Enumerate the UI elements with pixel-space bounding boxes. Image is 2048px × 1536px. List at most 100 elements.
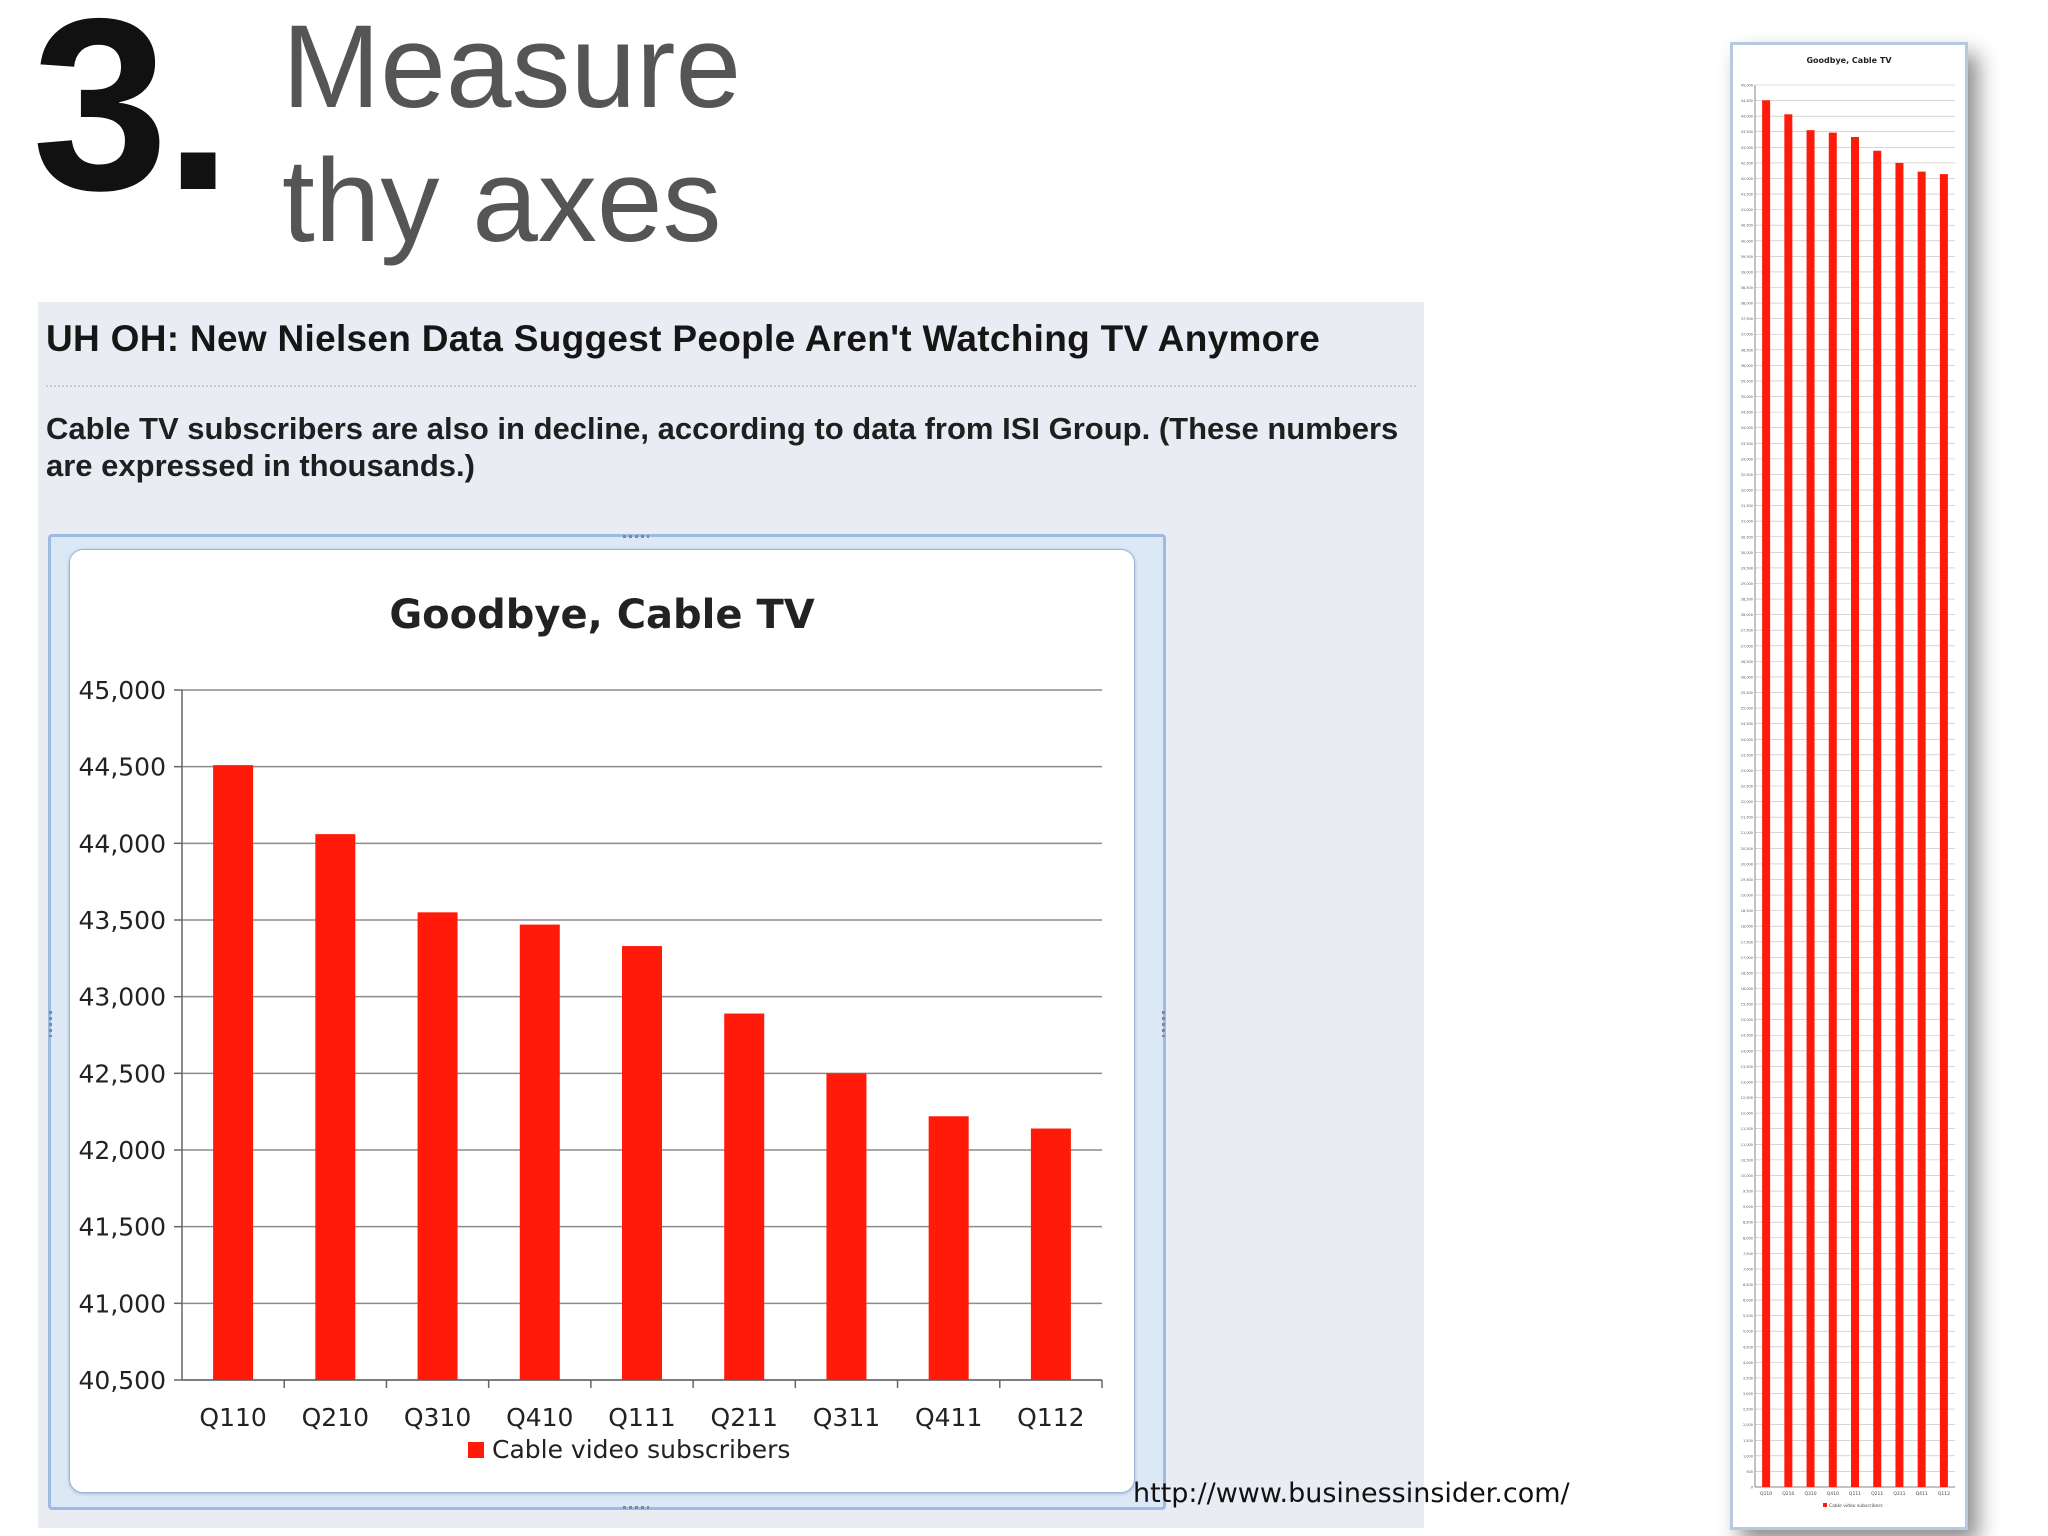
thumb-legend-swatch — [1823, 1503, 1827, 1507]
thumb-y-tick-label: 16,000 — [1741, 987, 1753, 991]
thumb-bar — [1939, 174, 1948, 1488]
thumb-y-tick-label: 44,500 — [1741, 99, 1753, 103]
resize-handle-left[interactable] — [49, 1011, 52, 1037]
thumb-y-tick-label: 0 — [1751, 1486, 1753, 1490]
x-tick-label: Q410 — [506, 1403, 573, 1432]
bar — [928, 1116, 969, 1380]
resize-handle-right[interactable] — [1162, 1011, 1165, 1037]
thumb-chart-title: Goodbye, Cable TV — [1806, 56, 1892, 65]
thumb-y-tick-label: 18,000 — [1741, 925, 1753, 929]
slide-number: 3. — [32, 0, 232, 241]
thumb-y-tick-label: 41,000 — [1741, 208, 1753, 212]
rescaled-bar-chart: Goodbye, Cable TV 0 500 1,000 1,500 2,000 2,50… — [1741, 56, 1955, 1509]
thumb-y-tick-label: 4,500 — [1743, 1345, 1753, 1349]
y-tick-label: 41,000 — [79, 1289, 166, 1318]
thumb-y-tick-label: 35,500 — [1741, 379, 1753, 383]
thumb-y-tick-label: 17,500 — [1741, 940, 1753, 944]
thumb-x-tick-label: Q410 — [1827, 1491, 1839, 1497]
thumb-bar — [1873, 150, 1882, 1487]
thumb-y-tick-label: 6,500 — [1743, 1283, 1753, 1287]
thumb-y-tick-label: 40,500 — [1741, 224, 1753, 228]
thumb-y-tick-label: 13,000 — [1741, 1080, 1753, 1084]
thumb-y-tick-label: 32,500 — [1741, 473, 1753, 477]
bar — [315, 834, 356, 1380]
thumb-y-tick-label: 36,500 — [1741, 348, 1753, 352]
thumb-y-tick-label: 25,500 — [1741, 691, 1753, 695]
thumb-y-tick-label: 2,500 — [1743, 1408, 1753, 1412]
thumb-x-tick-label: Q112 — [1938, 1491, 1950, 1497]
thumb-y-tick-label: 7,000 — [1743, 1267, 1753, 1271]
x-tick-label: Q210 — [302, 1403, 369, 1432]
legend-label: Cable video subscribers — [492, 1435, 790, 1464]
thumb-x-tick-label: Q111 — [1849, 1491, 1861, 1497]
thumb-y-tick-label: 24,000 — [1741, 738, 1753, 742]
resize-handle-top[interactable] — [623, 535, 649, 538]
thumb-y-tick-label: 42,000 — [1741, 177, 1753, 181]
thumb-y-tick-label: 9,000 — [1743, 1205, 1753, 1209]
slide-title-line-2: thy axes — [282, 135, 722, 267]
thumb-y-tick-label: 30,500 — [1741, 535, 1753, 539]
thumb-y-tick-label: 4,000 — [1743, 1361, 1753, 1365]
chart-title: Goodbye, Cable TV — [389, 592, 814, 638]
thumb-y-tick-label: 38,000 — [1741, 302, 1753, 306]
thumb-bar — [1917, 171, 1926, 1488]
thumb-y-tick-label: 19,500 — [1741, 878, 1753, 882]
thumb-y-tick-label: 16,500 — [1741, 971, 1753, 975]
thumb-y-tick-label: 9,500 — [1743, 1190, 1753, 1194]
x-tick-label: Q411 — [915, 1403, 982, 1432]
bar — [213, 765, 254, 1380]
bar — [417, 912, 458, 1380]
chart-frame: Goodbye, Cable TV 40,500 41,000 41,500 42,00… — [48, 534, 1166, 1510]
y-tick-label: 42,500 — [79, 1059, 166, 1088]
thumb-y-tick-label: 8,500 — [1743, 1221, 1753, 1225]
headline-divider — [46, 385, 1416, 387]
x-tick-label: Q311 — [813, 1403, 880, 1432]
thumb-y-tick-label: 42,500 — [1741, 161, 1753, 165]
thumb-bar — [1806, 130, 1815, 1488]
rescaled-chart-thumbnail: Goodbye, Cable TV 0 500 1,000 1,500 2,000 2,50… — [1730, 42, 1968, 1530]
x-tick-label: Q211 — [711, 1403, 778, 1432]
thumb-y-tick-label: 15,000 — [1741, 1018, 1753, 1022]
thumb-y-tick-label: 37,500 — [1741, 317, 1753, 321]
resize-handle-bottom[interactable] — [623, 1506, 649, 1509]
slide-title-line-1: Measure — [282, 1, 742, 133]
thumb-bar — [1895, 162, 1904, 1487]
x-tick-label: Q310 — [404, 1403, 471, 1432]
thumb-y-tick-label: 1,500 — [1743, 1439, 1753, 1443]
thumb-y-tick-label: 40,000 — [1741, 239, 1753, 243]
article-screenshot: UH OH: New Nielsen Data Suggest People A… — [38, 302, 1424, 1528]
x-tick-label: Q112 — [1017, 1403, 1084, 1432]
thumb-y-tick-label: 7,500 — [1743, 1252, 1753, 1256]
thumb-y-tick-label: 8,000 — [1743, 1236, 1753, 1240]
thumb-y-tick-label: 31,000 — [1741, 520, 1753, 524]
thumb-y-tick-label: 39,500 — [1741, 255, 1753, 259]
thumb-y-tick-label: 25,000 — [1741, 707, 1753, 711]
thumb-y-tick-label: 2,000 — [1743, 1423, 1753, 1427]
thumb-y-tick-label: 500 — [1746, 1470, 1753, 1474]
thumb-y-tick-label: 39,000 — [1741, 270, 1753, 274]
source-url: http://www.businessinsider.com/ — [1133, 1478, 1570, 1509]
thumb-y-tick-label: 37,000 — [1741, 333, 1753, 337]
main-bar-chart: Goodbye, Cable TV 40,500 41,000 41,500 42,00… — [79, 592, 1103, 1464]
thumb-y-tick-label: 29,000 — [1741, 582, 1753, 586]
thumb-y-tick-label: 21,000 — [1741, 831, 1753, 835]
thumb-x-tick-label: Q311 — [1893, 1491, 1905, 1497]
thumb-y-tick-label: 14,500 — [1741, 1034, 1753, 1038]
thumb-y-tick-label: 17,000 — [1741, 956, 1753, 960]
thumb-y-tick-label: 33,000 — [1741, 457, 1753, 461]
thumb-y-tick-label: 26,000 — [1741, 675, 1753, 679]
thumb-y-tick-label: 3,500 — [1743, 1376, 1753, 1380]
thumb-x-tick-label: Q210 — [1782, 1491, 1794, 1497]
y-tick-label: 42,000 — [79, 1136, 166, 1165]
y-tick-label: 43,500 — [79, 906, 166, 935]
thumb-y-tick-label: 43,000 — [1741, 146, 1753, 150]
legend-swatch — [468, 1442, 484, 1458]
thumb-y-tick-label: 3,000 — [1743, 1392, 1753, 1396]
thumb-y-tick-label: 22,000 — [1741, 800, 1753, 804]
bar — [826, 1073, 867, 1380]
thumb-y-tick-label: 32,000 — [1741, 489, 1753, 493]
thumb-y-tick-label: 38,500 — [1741, 286, 1753, 290]
thumb-y-tick-label: 13,500 — [1741, 1065, 1753, 1069]
thumb-y-tick-label: 12,500 — [1741, 1096, 1753, 1100]
y-tick-label: 44,000 — [79, 829, 166, 858]
